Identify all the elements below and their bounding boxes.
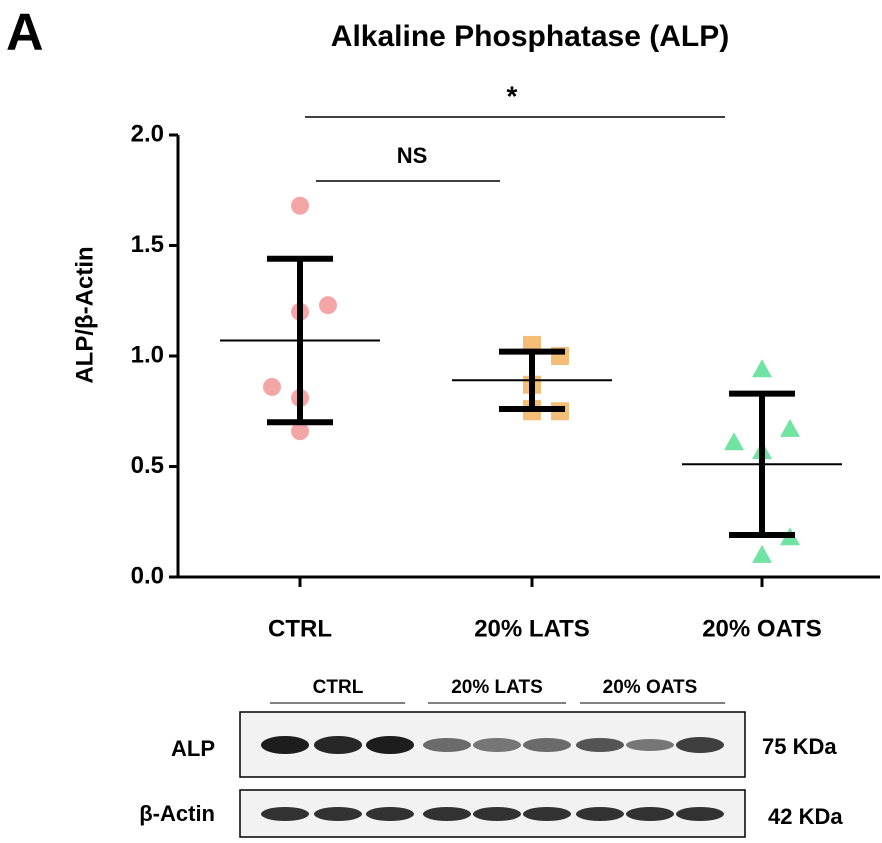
panel-label: A bbox=[6, 4, 44, 62]
blot-band bbox=[314, 807, 362, 821]
significance-label: NS bbox=[397, 143, 428, 168]
blot-row-label: β-Actin bbox=[139, 801, 215, 826]
x-tick-label: 20% LATS bbox=[474, 615, 590, 642]
blot-band bbox=[576, 738, 624, 752]
blot-band bbox=[366, 736, 414, 754]
data-point bbox=[319, 296, 337, 315]
data-point bbox=[724, 432, 744, 451]
data-point bbox=[291, 196, 309, 215]
blot-band bbox=[261, 807, 309, 821]
blot-size: 75 KDa bbox=[762, 734, 837, 759]
significance-label: * bbox=[507, 80, 518, 111]
data-point bbox=[780, 418, 800, 437]
blot-band bbox=[523, 738, 571, 752]
blot-band bbox=[473, 738, 521, 752]
blot-band bbox=[676, 807, 724, 821]
data-point bbox=[291, 422, 309, 441]
blot-band bbox=[423, 738, 471, 752]
data-point bbox=[752, 544, 772, 563]
y-tick-label: 2.0 bbox=[131, 120, 164, 147]
blot-band bbox=[626, 739, 674, 751]
blot-group: 20% OATS bbox=[603, 677, 698, 698]
y-tick-label: 1.5 bbox=[131, 231, 164, 258]
blot-band bbox=[676, 737, 724, 753]
blot-band bbox=[576, 807, 624, 821]
blot-band bbox=[261, 736, 309, 754]
blot-row-label: ALP bbox=[171, 736, 215, 761]
y-axis-label: ALP/β-Actin bbox=[71, 246, 98, 383]
chart-title: Alkaline Phosphatase (ALP) bbox=[331, 20, 729, 53]
data-point bbox=[263, 377, 281, 396]
blot-group: CTRL bbox=[313, 677, 364, 698]
x-tick-label: 20% OATS bbox=[702, 615, 822, 642]
blot-band bbox=[314, 736, 362, 754]
y-tick-label: 0.0 bbox=[131, 562, 164, 589]
x-tick-label: CTRL bbox=[268, 615, 332, 642]
blot-band bbox=[423, 807, 471, 821]
blot-band bbox=[523, 807, 571, 821]
y-tick-label: 0.5 bbox=[131, 452, 164, 479]
blot-size: 42 KDa bbox=[768, 804, 843, 829]
blot-band bbox=[626, 807, 674, 821]
blot-group: 20% LATS bbox=[451, 677, 543, 698]
blot-band bbox=[366, 807, 414, 821]
data-point bbox=[752, 359, 772, 378]
y-tick-label: 1.0 bbox=[131, 341, 164, 368]
blot-band bbox=[473, 807, 521, 821]
